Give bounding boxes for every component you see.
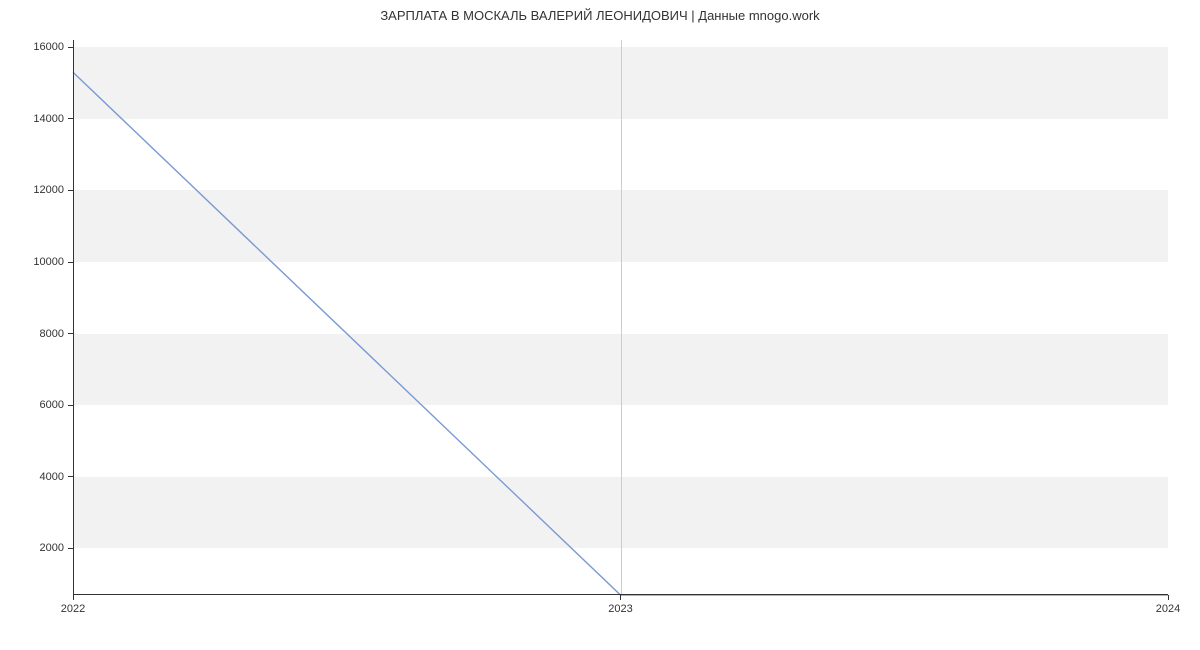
y-tick-label: 12000 bbox=[0, 184, 64, 196]
x-tick-label: 2024 bbox=[1156, 603, 1180, 615]
y-tick-label: 8000 bbox=[0, 328, 64, 340]
y-tick-mark bbox=[68, 548, 73, 549]
series-salary bbox=[73, 72, 1168, 595]
y-tick-label: 4000 bbox=[0, 471, 64, 483]
y-tick-label: 14000 bbox=[0, 113, 64, 125]
chart-line-layer bbox=[73, 40, 1168, 595]
salary-line-chart: ЗАРПЛАТА В МОСКАЛЬ ВАЛЕРИЙ ЛЕОНИДОВИЧ | … bbox=[0, 0, 1200, 650]
y-tick-label: 10000 bbox=[0, 256, 64, 268]
y-tick-mark bbox=[68, 47, 73, 48]
chart-plot-area bbox=[73, 40, 1168, 595]
x-tick-label: 2022 bbox=[61, 603, 85, 615]
y-tick-mark bbox=[68, 262, 73, 263]
chart-title: ЗАРПЛАТА В МОСКАЛЬ ВАЛЕРИЙ ЛЕОНИДОВИЧ | … bbox=[0, 8, 1200, 23]
y-tick-mark bbox=[68, 190, 73, 191]
y-tick-mark bbox=[68, 118, 73, 119]
x-tick-label: 2023 bbox=[608, 603, 632, 615]
x-tick-mark bbox=[1168, 595, 1169, 600]
y-tick-label: 6000 bbox=[0, 399, 64, 411]
y-tick-label: 16000 bbox=[0, 41, 64, 53]
y-tick-mark bbox=[68, 333, 73, 334]
y-tick-mark bbox=[68, 476, 73, 477]
x-tick-mark bbox=[73, 595, 74, 600]
y-tick-mark bbox=[68, 405, 73, 406]
x-tick-mark bbox=[620, 595, 621, 600]
y-axis-line bbox=[73, 40, 74, 595]
y-tick-label: 2000 bbox=[0, 542, 64, 554]
